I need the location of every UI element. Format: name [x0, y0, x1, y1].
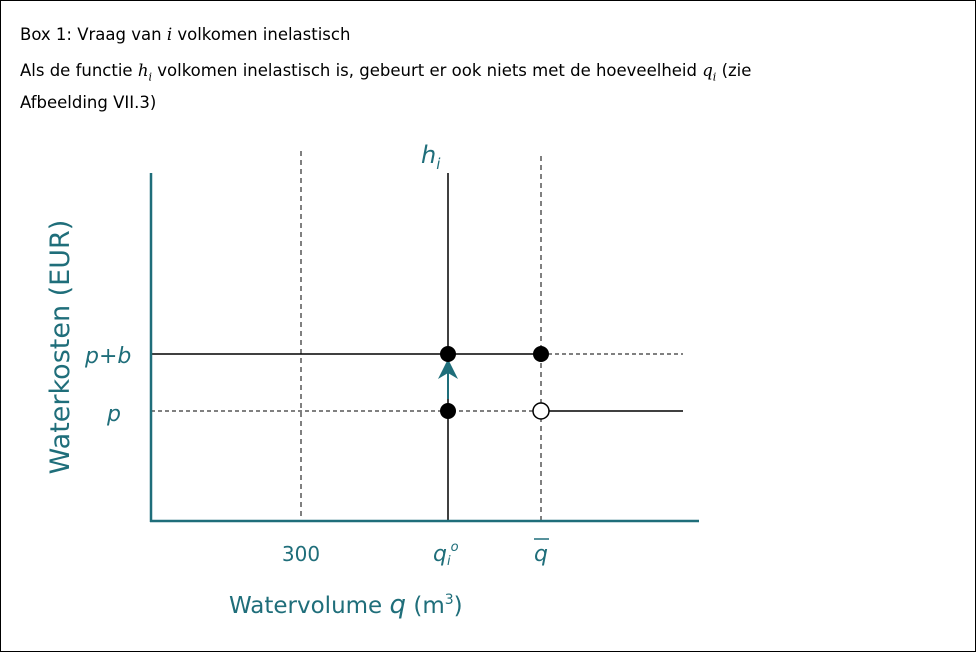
point — [440, 403, 456, 419]
math: h — [137, 61, 149, 80]
curve-label: hi — [421, 141, 441, 173]
x-axis-label: Watervolume q (m3) — [229, 590, 463, 620]
y-axis-label: Waterkosten (EUR) — [45, 220, 76, 475]
text-part: h — [421, 141, 436, 169]
math-sub: i — [148, 70, 153, 84]
math: i — [166, 25, 173, 44]
paragraph-line: Als de functie hi volkomen inelastisch i… — [20, 61, 751, 83]
box-title: Box 1: Vraag van i volkomen inelastisch — [20, 25, 350, 44]
text-part: q — [433, 542, 447, 567]
y-label: p — [106, 402, 121, 427]
math: q — [702, 61, 713, 80]
text: Box 1: Vraag van — [20, 25, 167, 44]
text-part: ) — [454, 593, 463, 619]
text-part: Watervolume — [229, 593, 390, 619]
x-label: q — [534, 542, 548, 567]
text-part: o — [451, 540, 459, 555]
x-label: qio — [433, 540, 459, 569]
text: (zie — [716, 61, 752, 80]
text: Afbeelding VII.3) — [20, 93, 157, 112]
text: volkomen inelastisch is, gebeurt er ook … — [152, 61, 703, 80]
text: volkomen inelastisch — [172, 25, 351, 44]
paragraph-line: Afbeelding VII.3) — [20, 93, 156, 112]
text-part: q — [390, 590, 407, 620]
x-label: 300 — [282, 542, 320, 566]
point — [533, 346, 549, 362]
text-part: 3 — [445, 592, 454, 608]
y-label: p+b — [84, 344, 131, 369]
point-open — [532, 402, 550, 420]
math-sub: i — [712, 70, 717, 84]
text-part: i — [447, 554, 451, 569]
text-part: i — [436, 155, 441, 173]
text: Als de functie — [20, 61, 138, 80]
point — [440, 346, 456, 362]
text-part: (m — [406, 593, 445, 619]
